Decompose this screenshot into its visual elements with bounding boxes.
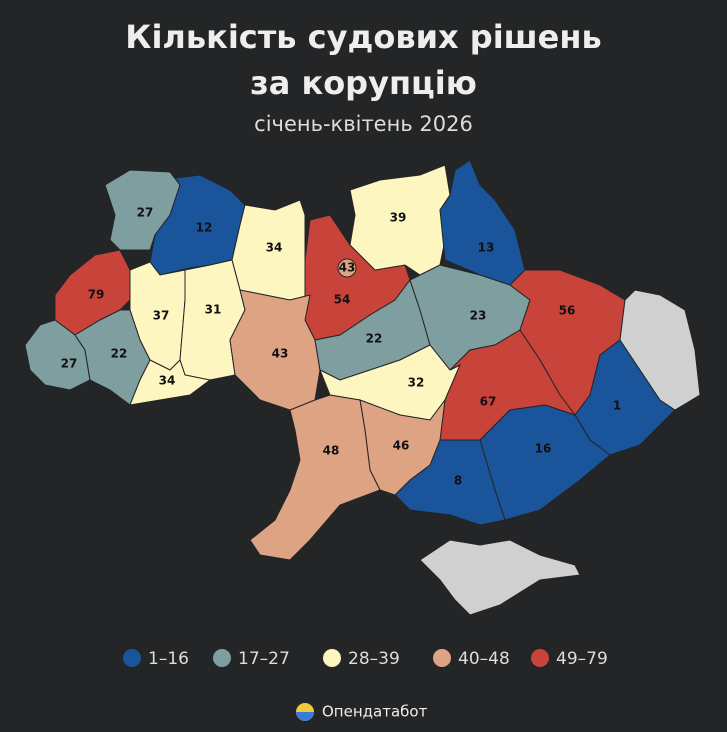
legend-label: 28–39 xyxy=(348,649,400,669)
region-label: 12 xyxy=(196,221,213,235)
region-label: 48 xyxy=(323,444,340,458)
title: Кількість судових рішень за корупцію xyxy=(125,18,602,102)
region-label: 27 xyxy=(137,206,154,220)
brand: Опендатабот xyxy=(322,703,428,721)
region-label: 22 xyxy=(111,347,128,361)
region-label: 1 xyxy=(613,399,621,413)
legend-swatch xyxy=(323,649,341,667)
region-label: 43 xyxy=(272,347,289,361)
region-label: 31 xyxy=(205,303,222,317)
region-label: 22 xyxy=(366,332,383,346)
region-label: 23 xyxy=(470,309,487,323)
legend-swatch xyxy=(213,649,231,667)
legend-label: 40–48 xyxy=(458,649,510,669)
region xyxy=(129,359,212,406)
occupied-region xyxy=(419,539,581,616)
legend-swatch xyxy=(531,649,549,667)
region-label: 16 xyxy=(535,442,552,456)
region-label: 34 xyxy=(159,374,176,388)
region-label: 34 xyxy=(266,241,283,255)
region-label: 27 xyxy=(61,357,78,371)
occupied-region xyxy=(619,289,701,411)
region-label: 46 xyxy=(393,439,410,453)
region xyxy=(249,394,381,561)
legend-swatch xyxy=(123,649,141,667)
brand-icon xyxy=(296,712,314,721)
region-label: 79 xyxy=(88,288,105,302)
region xyxy=(337,258,357,278)
region-label: 39 xyxy=(390,211,407,225)
legend-label: 17–27 xyxy=(238,649,290,669)
region-label: 67 xyxy=(480,395,497,409)
region-label: 37 xyxy=(153,309,170,323)
subtitle: січень-квітень 2026 xyxy=(254,112,473,136)
legend-label: 49–79 xyxy=(556,649,608,669)
region-label: 13 xyxy=(478,241,495,255)
region xyxy=(349,164,451,276)
region-label: 43 xyxy=(339,261,356,275)
legend-label: 1–16 xyxy=(148,649,189,669)
region-label: 8 xyxy=(454,474,462,488)
region-label: 32 xyxy=(408,376,425,390)
region-label: 56 xyxy=(559,304,576,318)
region xyxy=(439,159,526,286)
region-label: 54 xyxy=(334,293,351,307)
legend-swatch xyxy=(433,649,451,667)
